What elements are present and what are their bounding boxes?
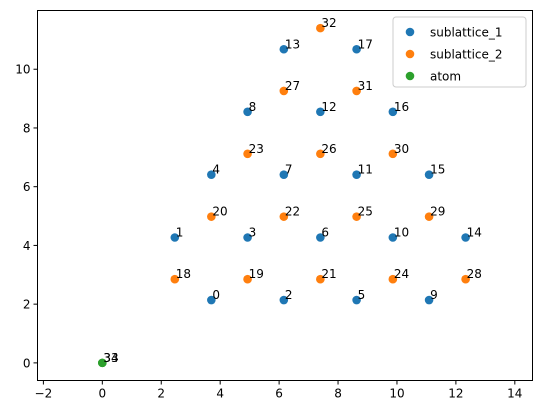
- x-tick-label: 12: [448, 387, 463, 401]
- point-label: 6: [321, 225, 329, 239]
- point-label: 17: [358, 37, 373, 51]
- y-tick-label: 6: [23, 180, 31, 194]
- data-point-sublattice_1: [461, 233, 470, 242]
- data-point-sublattice_2: [316, 149, 325, 159]
- data-point-sublattice_2: [388, 274, 398, 284]
- data-point-sublattice_1: [352, 295, 361, 305]
- point-label: 2: [285, 288, 293, 302]
- y-tick-label: 4: [23, 239, 31, 253]
- data-point-sublattice_1: [243, 107, 252, 117]
- point-label: 11: [358, 163, 373, 177]
- data-point-sublattice_1: [352, 170, 361, 179]
- y-tick-label: 8: [23, 121, 31, 135]
- point-label: 31: [358, 79, 373, 93]
- data-point-sublattice_2: [243, 274, 252, 284]
- x-tick-label: 10: [389, 387, 404, 401]
- data-point-sublattice_1: [388, 233, 398, 242]
- x-tick-label: 4: [216, 387, 224, 401]
- point-label: 25: [358, 205, 373, 219]
- point-label: 5: [358, 288, 366, 302]
- data-point-sublattice_2: [424, 212, 434, 221]
- point-label: 14: [467, 225, 482, 239]
- data-point-sublattice_1: [207, 295, 216, 305]
- data-point-sublattice_1: [207, 170, 216, 179]
- data-point-sublattice_1: [388, 107, 398, 117]
- point-label: 10: [394, 225, 409, 239]
- point-label: 1: [176, 225, 184, 239]
- data-point-sublattice_2: [170, 274, 180, 284]
- point-label: 15: [430, 163, 445, 177]
- data-point-sublattice_2: [388, 149, 398, 159]
- point-label: 28: [467, 267, 482, 281]
- data-point-sublattice_2: [243, 149, 252, 159]
- legend-label-sublattice_1: sublattice_1: [430, 26, 503, 40]
- point-label: 19: [249, 267, 264, 281]
- data-point-sublattice_2: [352, 86, 361, 96]
- y-tick-label: 10: [15, 63, 30, 77]
- data-point-sublattice_2: [316, 23, 325, 33]
- legend-box: [392, 16, 527, 88]
- data-point-sublattice_1: [243, 233, 252, 242]
- data-point-sublattice_1: [316, 233, 325, 242]
- data-point-sublattice_1: [170, 233, 180, 242]
- data-point-sublattice_2: [461, 274, 470, 284]
- y-tick-label: 2: [23, 298, 31, 312]
- point-label: 4: [212, 163, 220, 177]
- data-point-sublattice_2: [279, 86, 289, 96]
- data-point-sublattice_1: [424, 295, 434, 305]
- legend-label-atom: atom: [430, 70, 461, 84]
- data-point-sublattice_2: [279, 212, 289, 221]
- point-label: 34: [103, 351, 118, 365]
- point-label: 23: [249, 142, 264, 156]
- point-label: 13: [285, 37, 300, 51]
- point-label: 0: [212, 288, 220, 302]
- point-label: 27: [285, 79, 300, 93]
- legend-marker-sublattice_1: [405, 27, 415, 37]
- x-tick-label: 6: [275, 387, 283, 401]
- point-label: 29: [430, 205, 445, 219]
- x-tick-label: 14: [507, 387, 522, 401]
- legend-marker-atom: [405, 71, 415, 81]
- legend-marker-sublattice_2: [405, 49, 415, 59]
- point-label: 33: [103, 351, 118, 365]
- data-point-sublattice_2: [207, 212, 216, 221]
- point-label: 7: [285, 163, 293, 177]
- point-label: 8: [249, 100, 257, 114]
- data-point-sublattice_1: [279, 170, 289, 179]
- point-label: 16: [394, 100, 409, 114]
- point-label: 3: [249, 225, 257, 239]
- x-tick-label: 0: [99, 387, 107, 401]
- point-label: 18: [176, 267, 191, 281]
- data-point-sublattice_1: [316, 107, 325, 117]
- data-point-atom: [98, 358, 107, 368]
- data-points: [98, 23, 470, 368]
- data-point-sublattice_1: [352, 44, 361, 54]
- data-point-sublattice_2: [352, 212, 361, 221]
- x-tick-label: −2: [35, 387, 53, 401]
- y-tick-label: 0: [23, 356, 31, 370]
- point-label: 26: [321, 142, 336, 156]
- point-label: 21: [321, 267, 336, 281]
- data-point-sublattice_1: [279, 295, 289, 305]
- data-point-sublattice_1: [279, 44, 289, 54]
- point-label: 22: [285, 205, 300, 219]
- point-label: 32: [321, 16, 336, 30]
- legend-label-sublattice_2: sublattice_2: [430, 48, 503, 62]
- x-tick-label: 8: [334, 387, 342, 401]
- data-point-sublattice_1: [424, 170, 434, 179]
- point-label: 30: [394, 142, 409, 156]
- plot-area-frame: [37, 10, 533, 381]
- point-label: 20: [212, 205, 227, 219]
- point-label: 9: [430, 288, 438, 302]
- point-label: 24: [394, 267, 409, 281]
- data-point-sublattice_2: [316, 274, 325, 284]
- x-tick-label: 2: [157, 387, 165, 401]
- point-label: 12: [321, 100, 336, 114]
